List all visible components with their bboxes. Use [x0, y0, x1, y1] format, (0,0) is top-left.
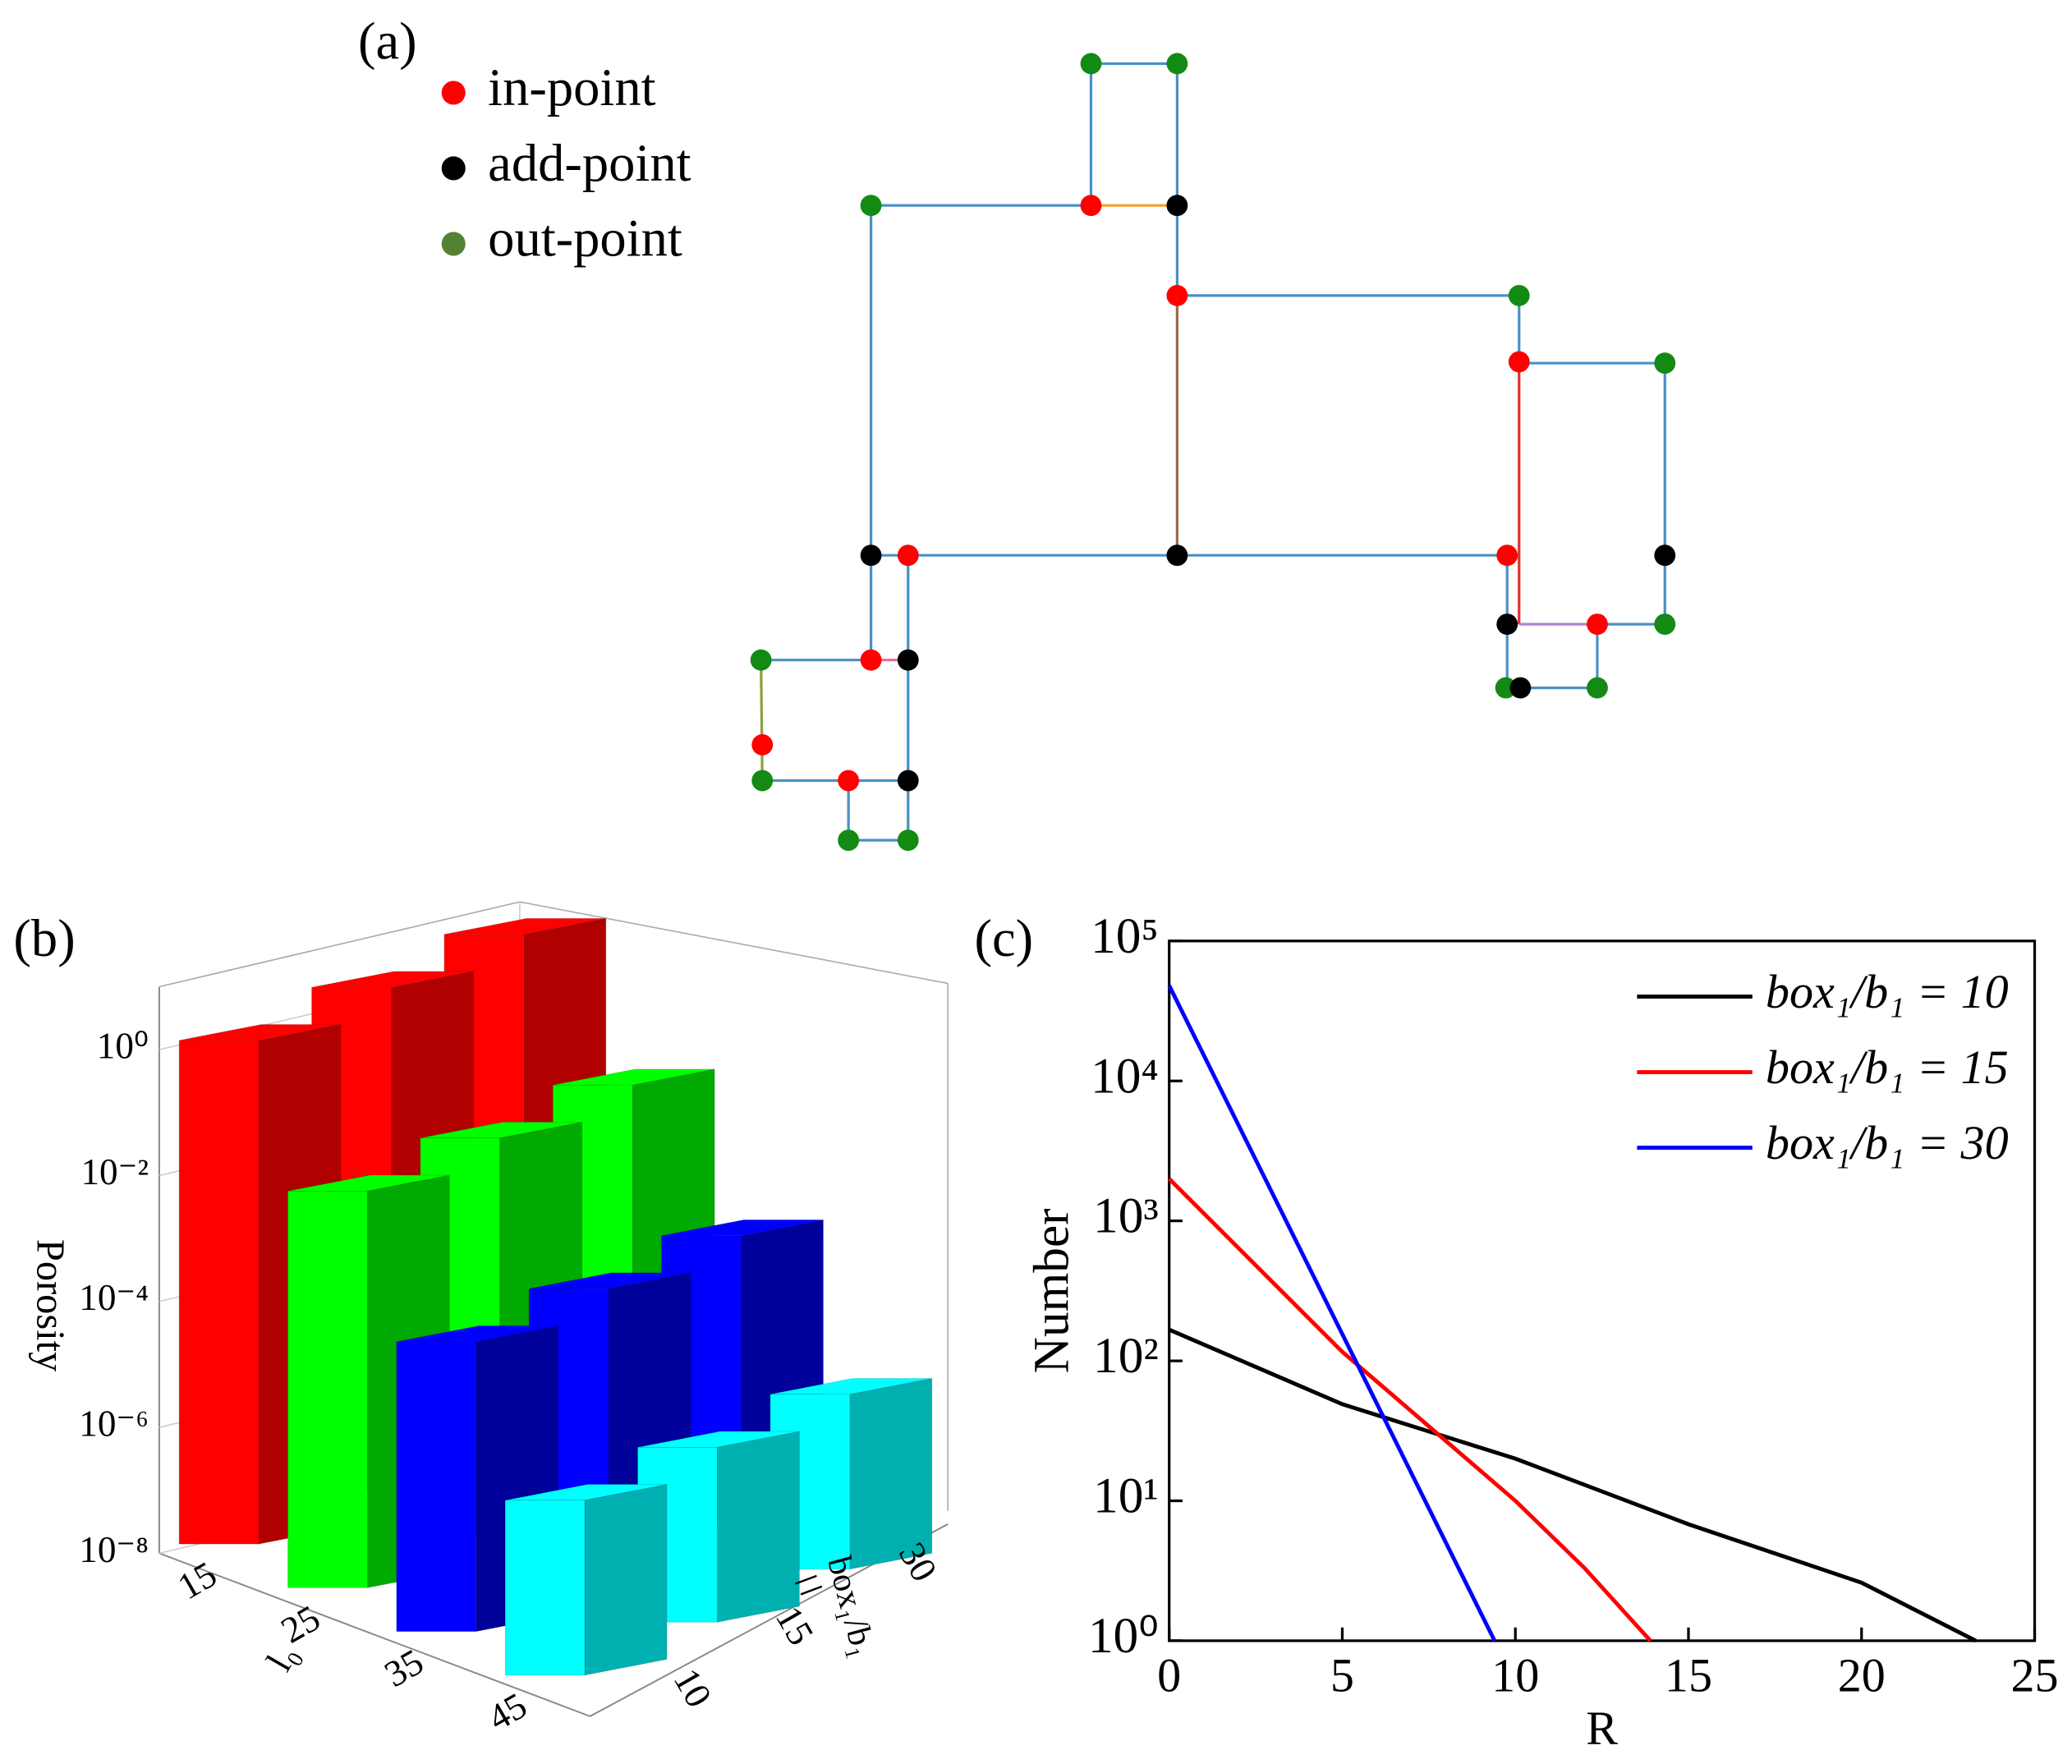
point — [751, 769, 774, 792]
point — [860, 649, 882, 671]
line — [1167, 985, 1497, 1642]
point — [1654, 352, 1676, 374]
legend-label: box₁/b₁ = 10 — [1766, 965, 2009, 1018]
bar-front — [396, 1341, 477, 1633]
point — [838, 829, 860, 852]
panel-label: (b) — [13, 908, 75, 968]
z-tick-label: 10⁻² — [80, 1151, 149, 1192]
point — [897, 829, 919, 852]
point — [1509, 677, 1532, 699]
point — [897, 544, 919, 567]
y-tick-label: 10⁵ — [1091, 908, 1159, 964]
legend-marker — [441, 232, 466, 256]
panel-label: (a) — [358, 11, 417, 71]
x-tick-label: 5 — [1330, 1649, 1354, 1702]
point — [860, 195, 882, 217]
y-axis-label: Number — [1024, 1208, 1080, 1373]
point — [1587, 613, 1608, 636]
y-tick-label: 10² — [1093, 1328, 1159, 1384]
point — [1080, 195, 1102, 217]
x-tick-label: 20 — [1838, 1649, 1886, 1702]
point — [1166, 284, 1188, 306]
x-axis-label: R — [1586, 1702, 1618, 1755]
panel-label: (c) — [974, 908, 1033, 968]
point — [1508, 351, 1530, 373]
x-tick-label: 15 — [171, 1554, 223, 1608]
point — [1587, 677, 1608, 699]
x-tick-label: 35 — [378, 1641, 430, 1695]
y-tick-label: 10⁰ — [1088, 1608, 1159, 1664]
x-tick-label: 0 — [1157, 1649, 1181, 1702]
wall-edge — [159, 901, 521, 988]
point — [750, 649, 772, 671]
point — [1495, 677, 1517, 699]
point — [1654, 613, 1676, 636]
x-tick-label: 25 — [274, 1597, 327, 1651]
point — [751, 734, 774, 756]
point — [1508, 284, 1530, 306]
legend-label: out-point — [488, 209, 682, 268]
line — [1168, 1327, 1977, 1643]
edge — [760, 659, 764, 781]
legend-marker — [441, 156, 466, 181]
wall-edge — [519, 901, 949, 985]
point — [1654, 544, 1676, 567]
point — [838, 769, 860, 792]
axis-break — [795, 1574, 823, 1596]
line — [1167, 1177, 1652, 1642]
z-axis-label: Porosity — [29, 1239, 72, 1372]
point — [897, 769, 919, 792]
depth-tick-label: 10 — [666, 1661, 720, 1714]
bar-side — [584, 1484, 668, 1676]
x-tick-label: 25 — [2010, 1649, 2058, 1702]
bar-front — [504, 1500, 586, 1676]
legend-label: add-point — [488, 133, 691, 192]
legend-marker — [441, 80, 466, 105]
bar-front — [287, 1190, 368, 1588]
z-tick-label: 10⁻⁴ — [79, 1277, 149, 1318]
z-tick-label: 10⁻⁶ — [79, 1403, 149, 1444]
y-tick-label: 10⁴ — [1091, 1048, 1159, 1104]
bar-side — [716, 1431, 800, 1623]
legend-label: in-point — [488, 57, 655, 117]
plot-frame — [1168, 939, 2037, 1642]
legend-label: box₁/b₁ = 30 — [1766, 1116, 2009, 1169]
z-tick-label: 10⁻⁸ — [79, 1529, 149, 1570]
point — [897, 649, 919, 671]
point — [860, 544, 882, 567]
point — [1166, 53, 1188, 75]
bar-front — [178, 1040, 260, 1545]
x-tick-label: 10 — [1491, 1649, 1539, 1702]
point — [1080, 53, 1102, 75]
bar — [504, 1484, 668, 1676]
z-tick-label: 10⁰ — [97, 1026, 149, 1067]
point — [1496, 613, 1518, 636]
floor-edge — [159, 1552, 590, 1717]
depth-axis-label: box₁/b₁ — [820, 1552, 883, 1661]
y-tick-label: 10³ — [1093, 1188, 1159, 1244]
y-tick-label: 10¹ — [1093, 1468, 1159, 1524]
legend-label: box₁/b₁ = 15 — [1766, 1040, 2009, 1094]
point — [1496, 544, 1518, 567]
point — [1166, 544, 1188, 567]
x-tick-label: 15 — [1665, 1649, 1712, 1702]
point — [1166, 195, 1188, 217]
